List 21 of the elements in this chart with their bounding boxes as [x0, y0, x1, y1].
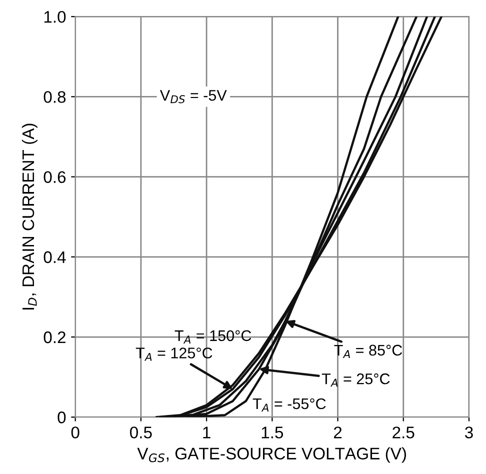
x-tick-label: 0 — [71, 426, 80, 438]
annotation: T$_{A}$ = 125°C — [136, 348, 212, 361]
x-tick-label: 2.5 — [392, 426, 414, 438]
y-tick-label: 0.4 — [44, 251, 66, 264]
annotation: T$_{A}$ = -55°C — [252, 398, 326, 412]
x-tick-label: 1 — [203, 426, 210, 438]
x-tick-label: 2 — [334, 426, 342, 438]
y-tick-label: 0.6 — [44, 171, 66, 184]
x-tick-label: 0.5 — [130, 426, 152, 438]
annotation: T$_{A}$ = 25°C — [322, 373, 390, 387]
y-tick-label: 1.0 — [44, 10, 66, 23]
y-tick-label: 0 — [58, 412, 66, 424]
y-tick-label: 0.8 — [44, 91, 66, 103]
x-tick-label: 3 — [464, 426, 473, 438]
y-tick-label: 0.2 — [44, 331, 66, 344]
y-axis-title: I$_{D}$, DRAIN CURRENT (A) — [22, 124, 38, 310]
annotation: T$_{A}$ = 85°C — [334, 344, 402, 358]
x-axis-title: V$_{GS}$, GATE-SOURCE VOLTAGE (V) — [137, 447, 406, 463]
x-tick-label: 1.5 — [262, 426, 284, 438]
annotation: T$_{A}$ = 150°C — [174, 330, 252, 344]
annotation: V$_{DS}$ = -5V — [160, 90, 227, 104]
